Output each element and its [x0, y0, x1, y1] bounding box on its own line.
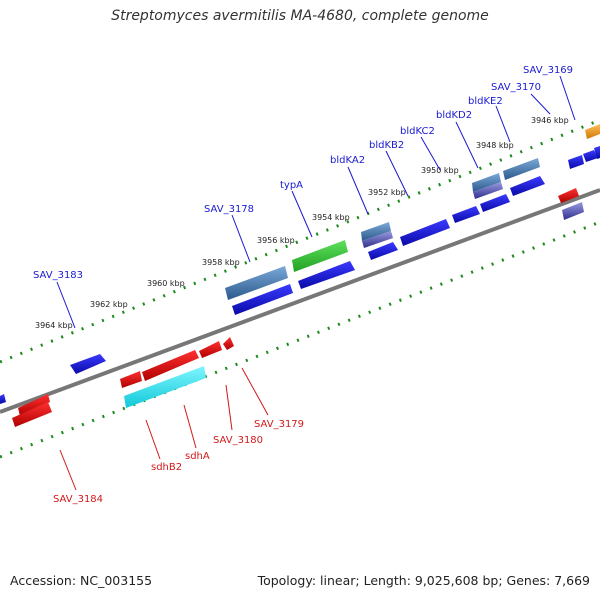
scale-label: 3948 kbp: [476, 141, 514, 150]
forward-genes: [0, 124, 600, 404]
gene-reverse[interactable]: [18, 394, 50, 416]
gene-forward[interactable]: [480, 194, 510, 212]
gene-reverse[interactable]: [223, 337, 234, 350]
top-gene-labels: SAV_3169 SAV_3170 bldKE2 bldKD2 bldKC2 b…: [33, 65, 576, 329]
gene-reverse[interactable]: [120, 371, 142, 388]
gene-label[interactable]: SAV_3183: [33, 270, 83, 281]
gene-label[interactable]: SAV_3180: [213, 435, 263, 446]
gene-forward[interactable]: [594, 146, 600, 159]
scale-label: 3950 kbp: [421, 166, 459, 175]
scale-track-top: [0, 118, 600, 364]
gene-forward[interactable]: [70, 354, 106, 374]
scale-labels: 3946 kbp 3948 kbp 3950 kbp 3952 kbp 3954…: [35, 116, 569, 330]
gene-forward[interactable]: [568, 155, 584, 169]
genome-backbone: [0, 188, 600, 414]
gene-label[interactable]: sdhA: [185, 451, 210, 462]
scale-label: 3962 kbp: [90, 300, 128, 309]
gene-label[interactable]: SAV_3179: [254, 419, 304, 430]
gene-reverse[interactable]: [558, 188, 579, 203]
reverse-genes: [12, 188, 584, 427]
gene-label[interactable]: bldKA2: [330, 155, 365, 166]
gene-reverse[interactable]: [142, 350, 199, 381]
gene-forward-purple[interactable]: [362, 231, 393, 248]
scale-label: 3952 kbp: [368, 188, 406, 197]
bottom-gene-labels: SAV_3179 SAV_3180 sdhA sdhB2 SAV_3184: [53, 367, 304, 505]
scale-label: 3958 kbp: [202, 258, 240, 267]
scale-label: 3960 kbp: [147, 279, 185, 288]
gene-label[interactable]: SAV_3169: [523, 65, 573, 76]
gene-forward[interactable]: [583, 150, 598, 162]
gene-label[interactable]: SAV_3178: [204, 204, 254, 215]
gene-forward[interactable]: [510, 176, 545, 196]
gene-label[interactable]: bldKB2: [369, 140, 404, 151]
gene-label[interactable]: SAV_3170: [491, 82, 541, 93]
gene-label[interactable]: bldKE2: [468, 96, 503, 107]
gene-forward-steel[interactable]: [472, 173, 501, 192]
gene-reverse-cyan[interactable]: [124, 366, 206, 408]
gene-reverse[interactable]: [199, 341, 222, 358]
scale-label: 3956 kbp: [257, 236, 295, 245]
gene-forward-steel[interactable]: [503, 158, 540, 180]
gene-reverse-navy[interactable]: [562, 202, 584, 220]
map-title: Streptomyces avermitilis MA-4680, comple…: [111, 8, 489, 24]
gene-label[interactable]: bldKD2: [436, 110, 472, 121]
gene-forward-orange[interactable]: [585, 124, 600, 139]
genome-summary: Topology: linear; Length: 9,025,608 bp; …: [257, 573, 590, 588]
gene-forward[interactable]: [0, 394, 6, 404]
scale-label: 3946 kbp: [531, 116, 569, 125]
gene-forward-steel[interactable]: [225, 266, 288, 300]
scale-label: 3964 kbp: [35, 321, 73, 330]
gene-forward-steel[interactable]: [361, 222, 391, 241]
scale-label: 3954 kbp: [312, 213, 350, 222]
gene-reverse[interactable]: [12, 402, 52, 427]
gene-forward[interactable]: [452, 206, 480, 223]
gene-forward[interactable]: [368, 242, 398, 260]
gene-label[interactable]: SAV_3184: [53, 494, 103, 505]
gene-forward[interactable]: [232, 284, 293, 315]
gene-label[interactable]: sdhB2: [151, 462, 182, 473]
gene-forward-green[interactable]: [292, 240, 348, 272]
gene-label[interactable]: typA: [280, 180, 303, 191]
gene-forward-purple[interactable]: [473, 182, 503, 199]
accession-label: Accession: NC_003155: [10, 573, 153, 588]
gene-label[interactable]: bldKC2: [400, 126, 435, 137]
gene-forward[interactable]: [298, 261, 355, 289]
gene-forward[interactable]: [400, 219, 450, 246]
